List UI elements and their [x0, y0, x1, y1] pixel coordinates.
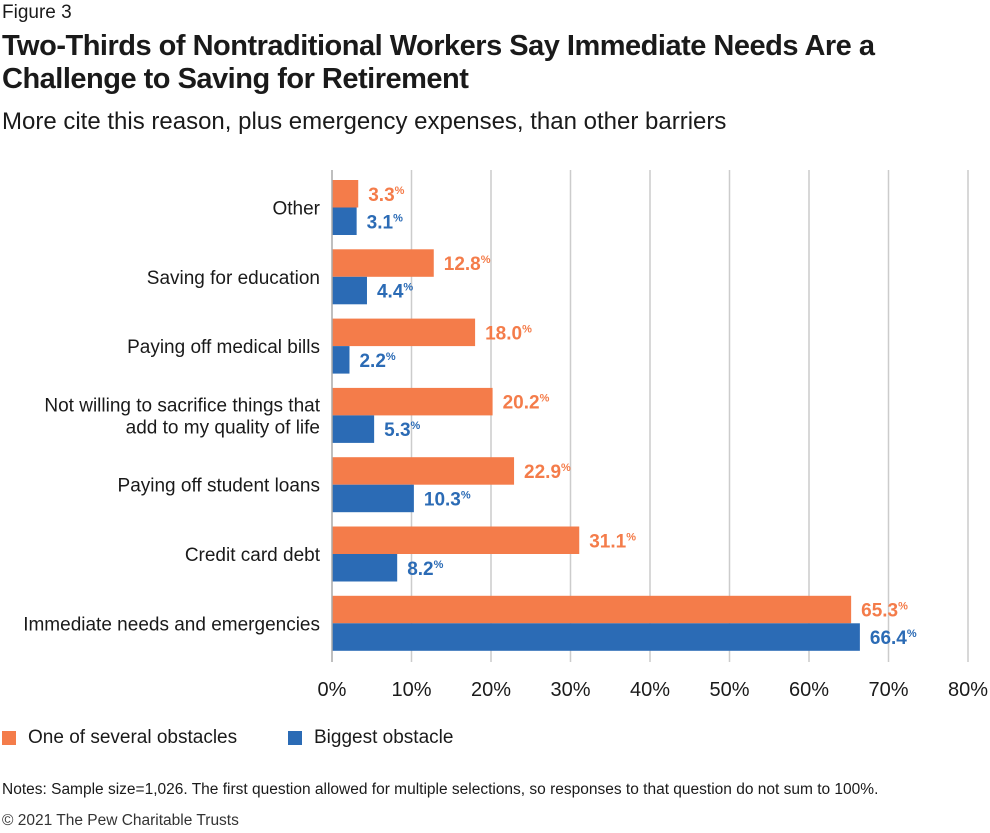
x-tick-label: 30% — [550, 679, 590, 701]
bar-biggest — [332, 207, 357, 235]
data-label: 20.2% — [503, 393, 550, 414]
data-label: 3.1% — [367, 212, 403, 233]
legend-item-biggest: Biggest obstacle — [288, 727, 453, 749]
bar-several — [332, 318, 476, 347]
bar-several — [332, 387, 493, 416]
chart-title: Two-Thirds of Nontraditional Workers Say… — [2, 30, 875, 95]
x-tick-label: 80% — [948, 679, 988, 701]
bar-several — [332, 595, 852, 624]
category-label: Not willing to sacrifice things that — [44, 395, 320, 416]
x-tick-label: 40% — [630, 679, 670, 701]
category-label: Saving for education — [147, 268, 320, 289]
data-label: 22.9% — [524, 462, 571, 483]
legend-swatch-orange — [2, 731, 16, 745]
bar-biggest — [332, 484, 414, 513]
bar-several — [332, 526, 580, 554]
legend-item-several: One of several obstacles — [2, 727, 237, 749]
x-tick-label: 70% — [868, 679, 908, 701]
data-label: 12.8% — [444, 254, 491, 275]
legend-label: One of several obstacles — [28, 727, 238, 748]
category-label: Paying off medical bills — [127, 337, 320, 358]
x-tick-label: 10% — [391, 679, 431, 701]
copyright: © 2021 The Pew Charitable Trusts — [2, 812, 239, 829]
data-label: 66.4% — [870, 628, 917, 649]
data-label: 2.2% — [359, 351, 395, 372]
bar-biggest — [332, 346, 350, 374]
data-label: 65.3% — [861, 601, 908, 622]
data-label: 31.1% — [589, 531, 636, 552]
category-label: add to my quality of life — [126, 417, 320, 438]
data-label: 10.3% — [424, 489, 471, 510]
x-tick-label: 50% — [709, 679, 749, 701]
data-label: 5.3% — [384, 420, 420, 441]
figure-label: Figure 3 — [2, 2, 72, 23]
data-label: 4.4% — [377, 282, 413, 303]
bar-biggest — [332, 276, 367, 305]
bar-biggest — [332, 415, 375, 443]
data-label: 8.2% — [407, 559, 443, 580]
data-label: 18.0% — [485, 323, 532, 344]
x-tick-label: 20% — [471, 679, 511, 701]
category-label: Credit card debt — [185, 545, 321, 566]
x-tick-label: 0% — [318, 679, 347, 701]
legend-label: Biggest obstacle — [314, 727, 454, 748]
bar-biggest — [332, 554, 398, 582]
x-tick-label: 60% — [789, 679, 829, 701]
legend-swatch-blue — [288, 731, 302, 745]
bar-several — [332, 249, 434, 277]
notes: Notes: Sample size=1,026. The first ques… — [2, 781, 879, 798]
bar-several — [332, 180, 359, 208]
chart-subtitle: More cite this reason, plus emergency ex… — [2, 108, 727, 135]
bar-several — [332, 457, 515, 485]
data-label: 3.3% — [368, 185, 404, 206]
bar-biggest — [332, 623, 860, 651]
category-label: Other — [272, 199, 320, 220]
category-label: Immediate needs and emergencies — [23, 614, 320, 635]
category-label: Paying off student loans — [118, 476, 320, 497]
